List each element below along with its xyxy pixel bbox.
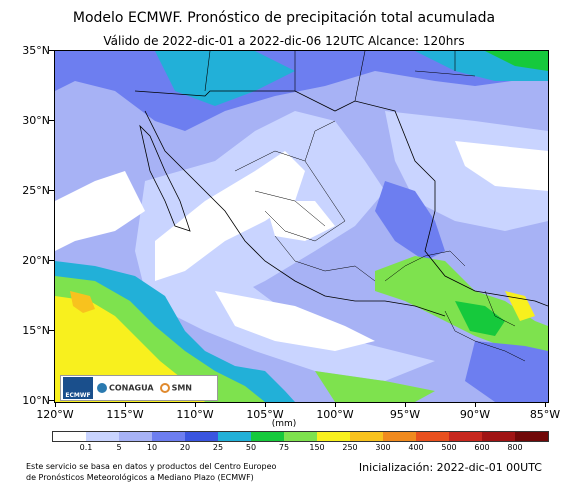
colorbar-swatch [218,432,251,441]
lat-label-30: 30°N [22,114,50,127]
colorbar-swatch [449,432,482,441]
colorbar-swatch [317,432,350,441]
conagua-logo: CONAGUA [97,383,154,393]
colorbar-label: 5 [116,443,122,452]
lon-tick [475,402,476,407]
lon-label-105w: 105°W [246,408,284,421]
lon-label-100w: 100°W [316,408,354,421]
colorbar-swatch [383,432,416,441]
precipitation-field [55,51,548,402]
lon-label-95w: 95°W [389,408,421,421]
lon-label-85w: 85°W [529,408,561,421]
colorbar-swatch [251,432,284,441]
colorbar [52,431,549,442]
colorbar-label: 300 [375,443,391,452]
conagua-emblem-icon [97,383,107,393]
lon-tick [265,402,266,407]
lat-label-25: 25°N [22,184,50,197]
lon-label-115w: 115°W [106,408,144,421]
colorbar-units: (mm) [271,419,297,429]
colorbar-label: 250 [342,443,358,452]
logo-strip: ECMWF CONAGUA SMN [60,375,218,401]
colorbar-swatch [53,432,86,441]
lon-label-110w: 110°W [176,408,214,421]
colorbar-label: 500 [441,443,457,452]
colorbar-label: 10 [146,443,158,452]
lon-tick [405,402,406,407]
attribution-line-1: Este servicio se basa en datos y product… [26,462,277,471]
colorbar-label: 20 [179,443,191,452]
colorbar-label: 600 [474,443,490,452]
initialization-time: Inicialización: 2022-dic-01 00UTC [358,461,542,474]
lon-tick [545,402,546,407]
map-title: Modelo ECMWF. Pronóstico de precipitació… [72,10,496,26]
lat-label-35: 35°N [22,44,50,57]
map-subtitle: Válido de 2022-dic-01 a 2022-dic-06 12UT… [103,34,465,48]
lon-tick [125,402,126,407]
colorbar-label: 0.1 [79,443,93,452]
colorbar-label: 400 [408,443,424,452]
lat-tick [49,120,54,121]
conagua-logo-text: CONAGUA [109,383,154,393]
colorbar-swatch [284,432,317,441]
lat-tick [49,330,54,331]
lon-tick [195,402,196,407]
lat-tick [49,50,54,51]
precipitation-map [54,50,549,403]
lon-tick [335,402,336,407]
colorbar-label: 150 [309,443,325,452]
smn-emblem-icon [159,383,170,393]
lat-tick [49,190,54,191]
colorbar-swatch [185,432,218,441]
lat-label-20: 20°N [22,254,50,267]
lon-label-90w: 90°W [459,408,491,421]
ecmwf-logo: ECMWF [63,377,93,399]
attribution-text: Este servicio se basa en datos y product… [26,461,276,483]
lat-label-15: 15°N [22,324,50,337]
colorbar-swatch [119,432,152,441]
colorbar-label: 25 [212,443,224,452]
smn-logo-text: SMN [171,383,192,393]
colorbar-label: 75 [278,443,290,452]
colorbar-label: 50 [245,443,257,452]
lat-label-10: 10°N [22,394,50,407]
colorbar-swatch [416,432,449,441]
colorbar-swatch [350,432,383,441]
lat-tick [49,400,54,401]
attribution-line-2: de Pronósticos Meteorológicos a Mediano … [26,473,254,482]
colorbar-swatch [152,432,185,441]
lon-label-120w: 120°W [36,408,74,421]
lat-tick [49,260,54,261]
colorbar-swatch [515,432,548,441]
lon-tick [55,402,56,407]
colorbar-swatch [86,432,119,441]
colorbar-label: 800 [507,443,523,452]
smn-logo: SMN [159,383,192,393]
colorbar-swatch [482,432,515,441]
